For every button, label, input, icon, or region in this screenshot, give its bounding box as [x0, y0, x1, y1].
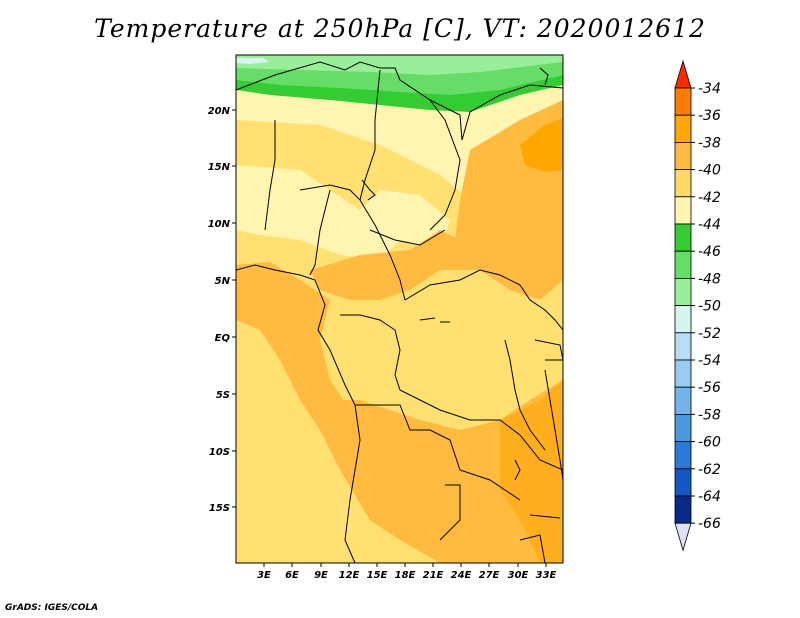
field-cyan-pale [236, 58, 270, 64]
legend-label: -36 [698, 108, 721, 124]
legend-top-arrow [674, 59, 692, 89]
legend-swatch [674, 441, 692, 470]
lat-label: EQ [215, 333, 231, 344]
map-frame [235, 54, 564, 564]
lon-label: 12E [339, 570, 360, 581]
legend-label: -58 [698, 407, 721, 423]
coastline-west [236, 264, 361, 563]
colorbar-legend: -34 -36 -38 -40 -42 -44 -46 -48 -50 -52 -54 -56 -58 -… [674, 59, 721, 552]
lake-mweru [514, 459, 521, 481]
legend-label: -38 [698, 135, 721, 151]
legend-label: -64 [698, 489, 721, 505]
field-pale-mid [236, 165, 450, 260]
legend-label: -50 [698, 299, 721, 315]
legend-swatch [674, 169, 692, 198]
lake-kariba [529, 514, 561, 519]
legend-swatch [674, 250, 692, 279]
longitude-axis: 3E 6E 9E 12E 15E 18E 21E 24E 27E 30E 33E [257, 563, 557, 581]
border-niger-chad [359, 69, 381, 201]
legend-label: -60 [698, 435, 721, 451]
border-uganda [519, 284, 563, 331]
legend-label: -54 [698, 353, 721, 369]
border-congo [340, 314, 401, 391]
border-lakes [504, 339, 546, 451]
legend-swatch [674, 495, 692, 524]
legend-swatch [674, 141, 692, 170]
legend-label: -34 [698, 81, 721, 97]
latitude-axis: 20N 15N 10N 5N EQ 5S 10S 15S [208, 106, 236, 514]
lat-label: 5S [216, 390, 230, 401]
lat-label: 15N [208, 162, 231, 173]
legend-swatch [674, 196, 692, 225]
border-chad-sudan [429, 99, 461, 231]
border-moz [519, 534, 546, 563]
border-chad-car [369, 229, 446, 246]
legend-swatch [674, 87, 692, 116]
river-congo [419, 317, 450, 323]
lon-label: 3E [257, 570, 271, 581]
field-orange-west [236, 262, 350, 420]
border-lake-victoria [534, 339, 563, 361]
lon-label: 30E [508, 570, 529, 581]
legend-swatch [674, 305, 692, 334]
field-orange-se [500, 380, 563, 563]
legend-swatch [674, 386, 692, 415]
legend-label: -42 [698, 190, 721, 206]
field-yellow-congo [385, 285, 515, 420]
border-benin [309, 189, 331, 276]
border-drc-south [399, 389, 563, 471]
border-angola [355, 404, 521, 501]
legend-label: -44 [698, 217, 721, 233]
legend-bottom-arrow [674, 522, 692, 552]
legend-label: -52 [698, 326, 721, 342]
legend-swatch [674, 277, 692, 306]
legend-swatch [674, 468, 692, 497]
grads-credit: GrADS: IGES/COLA [5, 603, 99, 613]
shaded-field [236, 55, 563, 563]
lon-label: 6E [285, 570, 299, 581]
field-orange-ne-core [520, 118, 563, 172]
lat-label: 5N [215, 276, 231, 287]
legend-swatch [674, 223, 692, 252]
field-green-pale [236, 55, 563, 75]
border-nigeria [299, 184, 406, 301]
lon-label: 27E [479, 570, 500, 581]
legend-swatch [674, 413, 692, 442]
lon-label: 18E [395, 570, 416, 581]
chart-title: Temperature at 250hPa [C], VT: 202001261… [94, 14, 706, 43]
legend-label: -40 [698, 163, 721, 179]
lon-label: 9E [314, 570, 328, 581]
lat-label: 20N [208, 106, 231, 117]
field-orange-south [300, 380, 563, 563]
lon-label: 33E [536, 570, 557, 581]
lat-label: 15S [209, 503, 230, 514]
border-car [404, 269, 521, 301]
border-zambia [439, 484, 461, 541]
legend-swatch [674, 114, 692, 143]
legend-label: -46 [698, 244, 721, 260]
legend-swatch [674, 359, 692, 388]
border-tanzania [544, 369, 563, 481]
legend-label: -62 [698, 462, 721, 478]
lat-label: 10S [209, 447, 230, 458]
lake-chad [361, 179, 376, 201]
border-mali [264, 120, 276, 231]
field-yellow-sw [236, 430, 360, 563]
border-north [236, 61, 563, 141]
country-borders [236, 61, 563, 563]
legend-label: -66 [698, 516, 721, 532]
legend-label: -48 [698, 271, 721, 287]
lon-label: 24E [451, 570, 472, 581]
coast-red-sea [539, 67, 549, 86]
lon-label: 15E [367, 570, 388, 581]
lon-label: 21E [423, 570, 444, 581]
field-orange-central [310, 230, 480, 300]
legend-label: -56 [698, 380, 721, 396]
legend-swatch [674, 332, 692, 361]
lat-label: 10N [208, 219, 231, 230]
